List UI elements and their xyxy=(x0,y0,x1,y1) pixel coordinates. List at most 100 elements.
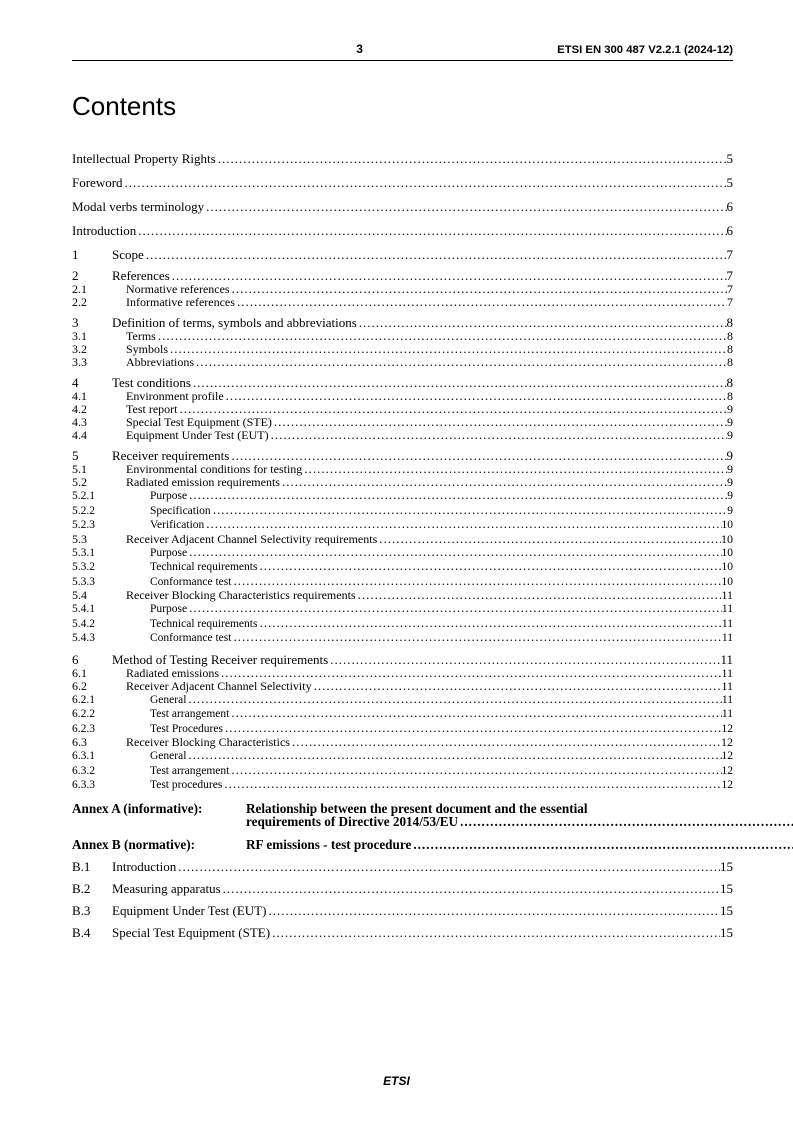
toc-entry-page: 8 xyxy=(727,316,734,329)
toc-leader-dots xyxy=(377,532,721,545)
toc-leader-dots xyxy=(231,630,721,643)
toc-entry: 6.2Receiver Adjacent Channel Selectivity… xyxy=(72,679,733,692)
toc-leader-dots xyxy=(211,503,728,516)
toc-entry: 5.3.1Purpose10 xyxy=(72,545,733,560)
toc-entry-text: Conformance test xyxy=(150,633,231,645)
toc-entry-text: Receiver Adjacent Channel Selectivity re… xyxy=(126,533,377,545)
toc-leader-dots xyxy=(270,926,720,939)
toc-entry-number: 4.3 xyxy=(72,416,126,428)
toc-leader-dots xyxy=(216,152,727,165)
toc-entry: 6.2.2Test arrangement11 xyxy=(72,706,733,721)
toc-entry-number: 2.2 xyxy=(72,296,126,308)
toc-entry-text: Equipment Under Test (EUT) xyxy=(126,429,269,441)
toc-entry: 6.2.3Test Procedures12 xyxy=(72,721,733,736)
toc-entry-number: 6.2.3 xyxy=(72,724,150,736)
toc-entry-text: Informative references xyxy=(126,296,235,308)
page-header: 3 ETSI EN 300 487 V2.2.1 (2024-12) xyxy=(72,42,733,61)
toc-leader-dots xyxy=(280,475,727,488)
annex-b-heading: Annex B (normative):RF emissions - test … xyxy=(72,838,733,851)
toc-entry-number: 5.3.2 xyxy=(72,562,150,574)
toc-leader-dots xyxy=(144,248,727,261)
toc-entry-text: Environment profile xyxy=(126,390,224,402)
annex-a-heading: Annex A (informative):Relationship betwe… xyxy=(72,802,733,828)
toc-entry: 5.3.2Technical requirements10 xyxy=(72,559,733,574)
toc-leader-dots xyxy=(187,545,721,558)
toc-entry-number: 5.2.3 xyxy=(72,520,150,532)
toc-entry-text: Intellectual Property Rights xyxy=(72,152,216,165)
toc-entry-page: 9 xyxy=(727,463,733,475)
contents-title: Contents xyxy=(72,91,733,122)
toc-entry-page: 6 xyxy=(727,224,734,237)
toc-entry-text: Scope xyxy=(112,248,144,261)
toc-entry: 5.2.3Verification10 xyxy=(72,517,733,532)
toc-entry: 4.4Equipment Under Test (EUT)9 xyxy=(72,428,733,441)
toc-entry-text: Verification xyxy=(150,520,204,532)
toc-leader-dots xyxy=(191,376,727,389)
toc-entry: B.1Introduction15 xyxy=(72,860,733,873)
toc-entry-page: 11 xyxy=(722,604,733,616)
toc-entry-page: 9 xyxy=(727,403,733,415)
annex-title-line: requirements of Directive 2014/53/EU xyxy=(246,815,458,828)
toc-entry-page: 11 xyxy=(721,680,733,692)
toc-entry-text: General xyxy=(150,695,186,707)
toc-entry: 3.3Abbreviations8 xyxy=(72,355,733,368)
toc-entry-page: 15 xyxy=(720,904,733,917)
toc-entry-number: B.2 xyxy=(72,882,112,895)
toc-entry-page: 12 xyxy=(721,736,733,748)
toc-entry-number: 6.1 xyxy=(72,667,126,679)
annex-title-line: Relationship between the present documen… xyxy=(246,802,793,815)
toc-entry-number: 5.3.3 xyxy=(72,577,150,589)
toc-entry-page: 8 xyxy=(727,376,734,389)
toc-entry: 4.3Special Test Equipment (STE) 9 xyxy=(72,415,733,428)
toc-entry-number: B.3 xyxy=(72,904,112,917)
toc-entry: 5.3.3Conformance test10 xyxy=(72,574,733,589)
toc-entry-text: Method of Testing Receiver requirements xyxy=(112,653,328,666)
toc-entry-number: 4.1 xyxy=(72,390,126,402)
toc-entry: 6Method of Testing Receiver requirements… xyxy=(72,653,733,666)
toc-leader-dots xyxy=(312,679,722,692)
toc-entry: 3.1Terms8 xyxy=(72,329,733,342)
toc-entry-page: 11 xyxy=(722,695,733,707)
annex-label: Annex B (normative): xyxy=(72,838,246,851)
toc-entry: 2.1Normative references7 xyxy=(72,282,733,295)
toc-leader-dots xyxy=(136,224,726,237)
toc-leader-dots xyxy=(302,462,727,475)
toc-entry-page: 9 xyxy=(727,416,733,428)
toc-entry-number: 5.2.2 xyxy=(72,506,150,518)
toc-entry-text: Test arrangement xyxy=(150,709,229,721)
toc-entry: B.3Equipment Under Test (EUT)15 xyxy=(72,904,733,917)
toc-entry: 1Scope7 xyxy=(72,248,733,261)
toc-entry-page: 10 xyxy=(721,533,733,545)
toc-entry-text: Test procedures xyxy=(150,780,222,792)
footer: ETSI xyxy=(0,1074,793,1088)
toc-entry-page: 11 xyxy=(722,709,733,721)
toc-leader-dots xyxy=(229,706,722,719)
toc-entry-page: 15 xyxy=(720,860,733,873)
toc-entry-text: Technical requirements xyxy=(150,562,257,574)
toc-entry: 5Receiver requirements9 xyxy=(72,449,733,462)
toc-leader-dots xyxy=(257,559,721,572)
toc-entry-page: 9 xyxy=(727,429,733,441)
toc-entry: 6.3.1General12 xyxy=(72,748,733,763)
toc-leader-dots xyxy=(156,329,727,342)
toc-entry: 5.2.1Purpose9 xyxy=(72,488,733,503)
toc-entry-page: 9 xyxy=(727,491,733,503)
toc-leader-dots xyxy=(328,653,720,666)
toc-entry-text: Conformance test xyxy=(150,577,231,589)
toc-entry-text: Normative references xyxy=(126,283,230,295)
toc-entry-number: 3 xyxy=(72,316,112,329)
toc-entry-text: Foreword xyxy=(72,176,123,189)
toc-leader-dots xyxy=(123,176,727,189)
toc-leader-dots xyxy=(186,692,722,705)
toc-leader-dots xyxy=(290,735,721,748)
toc-entry-text: Special Test Equipment (STE) xyxy=(126,416,272,428)
toc-entry-page: 8 xyxy=(727,356,733,368)
toc-entry: 3Definition of terms, symbols and abbrev… xyxy=(72,316,733,329)
toc-leader-dots xyxy=(177,402,727,415)
toc-entry: 6.3Receiver Blocking Characteristics12 xyxy=(72,735,733,748)
toc-entry-text: Test Procedures xyxy=(150,724,223,736)
toc-entry-number: 6.3 xyxy=(72,736,126,748)
toc-leader-dots xyxy=(186,748,721,761)
toc-entry-page: 7 xyxy=(727,248,734,261)
toc-entry-text: Measuring apparatus xyxy=(112,882,221,895)
